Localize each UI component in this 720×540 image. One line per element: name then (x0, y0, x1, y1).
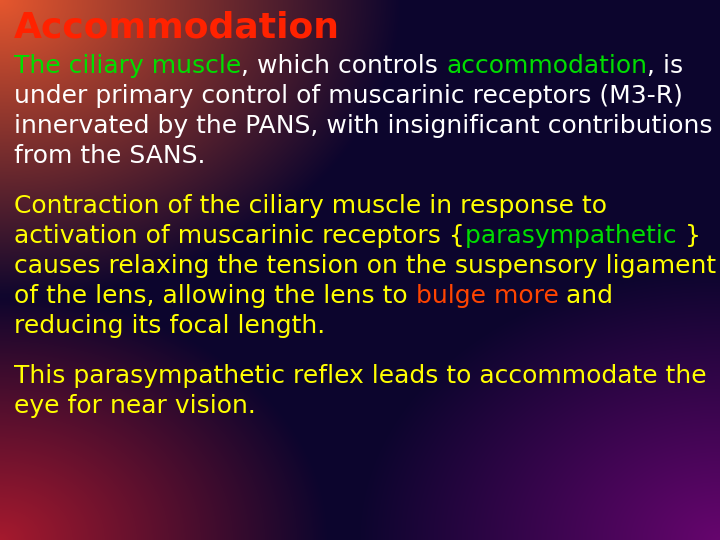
Text: bulge more: bulge more (415, 284, 559, 308)
Text: , which controls: , which controls (241, 54, 446, 78)
Text: parasympathetic: parasympathetic (464, 224, 685, 248)
Text: This parasympathetic reflex leads to accommodate the: This parasympathetic reflex leads to acc… (14, 364, 706, 388)
Text: }: } (685, 224, 701, 248)
Text: causes relaxing the tension on the suspensory ligament: causes relaxing the tension on the suspe… (14, 254, 716, 278)
Text: eye for near vision.: eye for near vision. (14, 394, 256, 418)
Text: from the SANS.: from the SANS. (14, 144, 205, 168)
Text: under primary control of muscarinic receptors (M3-R): under primary control of muscarinic rece… (14, 84, 683, 108)
Text: innervated by the PANS, with insignificant contributions: innervated by the PANS, with insignifica… (14, 114, 713, 138)
Text: of the lens, allowing the lens to: of the lens, allowing the lens to (14, 284, 415, 308)
Text: and: and (559, 284, 613, 308)
Text: accommodation: accommodation (446, 54, 647, 78)
Text: Accommodation: Accommodation (14, 10, 340, 44)
Text: reducing its focal length.: reducing its focal length. (14, 314, 325, 338)
Text: activation of muscarinic receptors {: activation of muscarinic receptors { (14, 224, 464, 248)
Text: The ciliary muscle: The ciliary muscle (14, 54, 241, 78)
Text: , is: , is (647, 54, 683, 78)
Text: Contraction of the ciliary muscle in response to: Contraction of the ciliary muscle in res… (14, 194, 607, 218)
